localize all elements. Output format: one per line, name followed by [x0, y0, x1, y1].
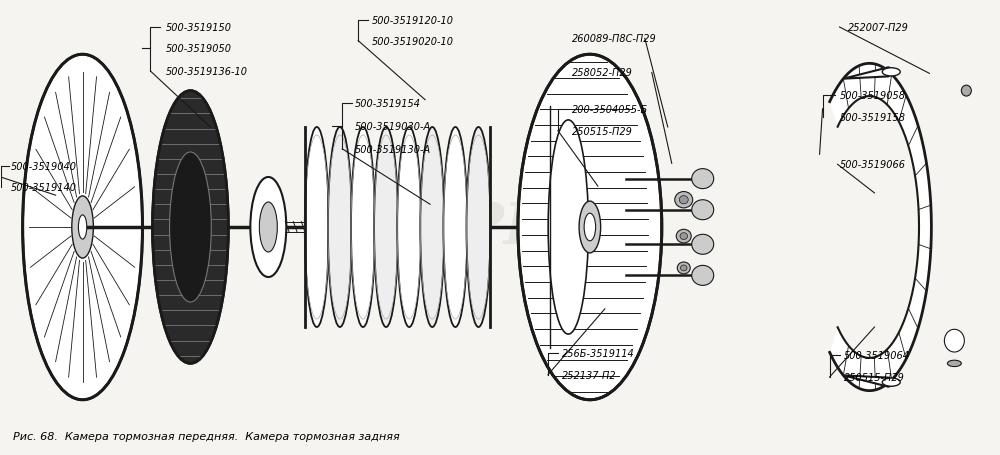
Text: OPEL: OPEL [410, 199, 590, 256]
Ellipse shape [259, 202, 277, 253]
Ellipse shape [679, 196, 688, 204]
Ellipse shape [692, 200, 714, 220]
Ellipse shape [351, 128, 375, 327]
Text: 260089-П8С-П29: 260089-П8С-П29 [572, 34, 657, 44]
Ellipse shape [680, 233, 687, 240]
Text: 200-3504055-Б: 200-3504055-Б [572, 105, 648, 115]
Ellipse shape [961, 86, 971, 97]
Text: 500-3519158: 500-3519158 [840, 112, 906, 122]
Ellipse shape [170, 153, 211, 302]
Ellipse shape [397, 128, 421, 327]
Ellipse shape [692, 235, 714, 255]
Text: 258052-П29: 258052-П29 [572, 68, 633, 78]
Text: 500-3519136-10: 500-3519136-10 [165, 67, 247, 77]
Text: 252137-П2: 252137-П2 [562, 370, 617, 380]
Ellipse shape [152, 91, 228, 364]
Text: 500-3519154: 500-3519154 [355, 99, 421, 109]
Ellipse shape [692, 266, 714, 286]
Polygon shape [843, 375, 898, 387]
Ellipse shape [548, 121, 588, 334]
Ellipse shape [677, 263, 690, 274]
Text: 250515-П29: 250515-П29 [844, 372, 904, 382]
Ellipse shape [692, 169, 714, 189]
Text: 500-3519140: 500-3519140 [11, 183, 77, 193]
Text: 500-3519066: 500-3519066 [840, 160, 906, 170]
Text: 500-3519058: 500-3519058 [840, 91, 906, 101]
Text: 500-3519120-10: 500-3519120-10 [372, 15, 454, 25]
Text: 500-3519050: 500-3519050 [165, 44, 231, 54]
Polygon shape [830, 64, 931, 391]
Ellipse shape [518, 55, 662, 400]
Ellipse shape [250, 177, 286, 278]
Ellipse shape [944, 329, 964, 352]
Ellipse shape [584, 214, 596, 241]
Text: 500-3519020-10: 500-3519020-10 [372, 36, 454, 46]
Text: Рис. 68.  Камера тормозная передняя.  Камера тормозная задняя: Рис. 68. Камера тормозная передняя. Каме… [13, 431, 399, 441]
Ellipse shape [882, 69, 900, 77]
Ellipse shape [675, 192, 693, 208]
Text: 500-3519150: 500-3519150 [165, 23, 231, 33]
Text: 256Б-3519114: 256Б-3519114 [562, 349, 635, 359]
Ellipse shape [23, 55, 142, 400]
Ellipse shape [72, 197, 93, 258]
Ellipse shape [443, 128, 467, 327]
Ellipse shape [882, 378, 900, 386]
Ellipse shape [328, 128, 352, 327]
Text: 500-3519130-А: 500-3519130-А [355, 145, 431, 154]
Ellipse shape [676, 230, 691, 243]
Ellipse shape [305, 128, 329, 327]
Text: 500-3519030-А: 500-3519030-А [355, 122, 431, 132]
Text: 500-3519064: 500-3519064 [844, 350, 910, 360]
Ellipse shape [374, 128, 398, 327]
Text: 500-3519040: 500-3519040 [11, 161, 77, 171]
Text: 250515-П29: 250515-П29 [572, 126, 633, 136]
Ellipse shape [579, 202, 601, 253]
Ellipse shape [680, 265, 687, 271]
Polygon shape [843, 68, 898, 80]
Ellipse shape [78, 215, 87, 240]
Ellipse shape [420, 128, 444, 327]
Text: 252007-П29: 252007-П29 [848, 23, 908, 33]
Ellipse shape [947, 360, 961, 367]
Ellipse shape [466, 128, 490, 327]
